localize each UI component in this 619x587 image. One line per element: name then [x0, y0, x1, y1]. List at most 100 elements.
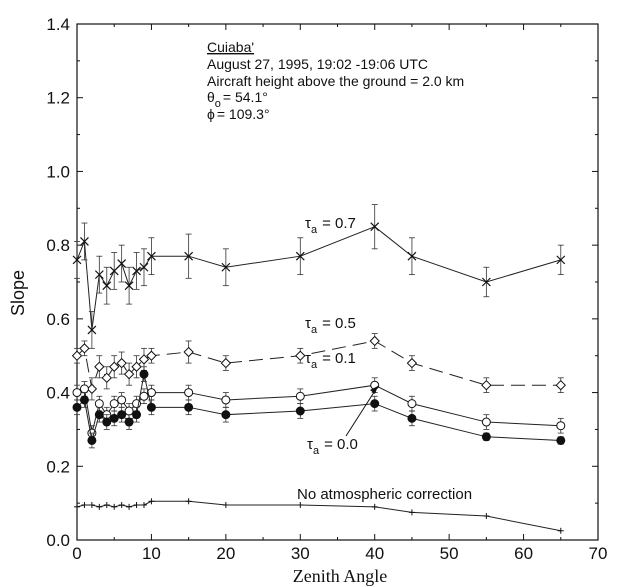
data-point — [94, 399, 104, 409]
data-point — [109, 413, 119, 423]
x-axis-ticks: 0 10 20 30 40 50 60 70 — [72, 24, 607, 563]
data-point — [81, 501, 88, 508]
data-point — [295, 350, 306, 361]
data-point — [109, 266, 119, 276]
data-point — [111, 503, 118, 510]
data-point — [103, 501, 110, 508]
data-point — [79, 343, 90, 354]
data-point — [556, 435, 566, 445]
data-point — [117, 395, 127, 405]
label-arrowhead-0.0 — [370, 386, 378, 394]
data-point — [220, 357, 232, 369]
data-point — [146, 350, 157, 361]
data-point — [371, 503, 378, 510]
data-point — [370, 222, 380, 232]
x-tick-label: 20 — [216, 544, 235, 563]
x-tick-label: 40 — [365, 544, 384, 563]
y-tick-label: 1.0 — [46, 162, 70, 181]
data-point — [124, 406, 134, 416]
data-point — [126, 503, 133, 510]
series-line — [76, 384, 561, 434]
data-point — [297, 501, 304, 508]
data-point — [146, 388, 156, 398]
data-point — [74, 503, 80, 510]
data-point — [123, 368, 135, 380]
x-tick-label: 0 — [72, 544, 81, 563]
data-point — [88, 501, 95, 508]
data-point — [483, 513, 490, 520]
data-point — [481, 277, 491, 287]
annotation-height: Aircraft height above the ground = 2.0 k… — [207, 73, 464, 89]
series-label-0.5: τa = 0.5 — [305, 315, 356, 336]
data-point — [481, 432, 491, 442]
data-point — [184, 402, 194, 412]
data-point — [133, 501, 140, 508]
data-point — [185, 498, 192, 505]
annotation-block: Cuiaba' August 27, 1995, 19:02 -19:06 UT… — [207, 39, 464, 122]
data-point — [557, 527, 564, 534]
data-point — [138, 354, 150, 365]
data-point — [80, 237, 89, 246]
data-point — [109, 399, 119, 409]
y-axis-ticks: 0.0 0.2 0.4 0.6 0.8 1.0 1.2 1.4 — [46, 15, 598, 550]
series-1 — [71, 333, 566, 401]
data-point — [555, 379, 566, 391]
data-point — [94, 361, 105, 372]
data-point — [131, 361, 142, 372]
data-point — [71, 350, 83, 361]
label-arrow-0.0 — [345, 385, 379, 437]
data-point — [222, 501, 229, 508]
data-point — [407, 399, 417, 409]
data-point — [481, 417, 491, 427]
data-point — [87, 325, 97, 335]
data-point — [87, 435, 97, 445]
data-point — [556, 255, 566, 265]
data-point — [139, 391, 149, 401]
phi-symbol: ϕ — [207, 106, 215, 122]
y-tick-label: 0.4 — [46, 384, 70, 403]
plot-frame — [76, 23, 599, 541]
data-point — [109, 361, 120, 372]
series-2 — [72, 377, 566, 441]
data-point — [102, 281, 112, 291]
data-point — [556, 421, 566, 431]
annotation-theta: θo = 54.1° — [207, 89, 268, 110]
data-point — [72, 255, 82, 265]
annotation-site: Cuiaba' — [207, 39, 254, 55]
data-point — [221, 410, 231, 420]
series-layer — [71, 204, 566, 534]
y-axis-label: Slope — [8, 270, 28, 316]
data-point — [118, 501, 125, 508]
data-point — [407, 251, 417, 261]
series-label-0.0: τa = 0.0 — [307, 385, 379, 457]
data-point — [96, 503, 103, 510]
data-point — [94, 270, 104, 280]
theta-value: = 54.1° — [223, 89, 268, 105]
data-point — [132, 266, 141, 276]
data-point — [101, 372, 112, 384]
data-point — [139, 262, 149, 272]
annotation-date: August 27, 1995, 19:02 -19:06 UTC — [207, 56, 428, 72]
data-point — [183, 346, 194, 358]
label-tau-0.7: τa = 0.7 — [305, 215, 356, 236]
y-tick-label: 0.0 — [46, 531, 70, 550]
series-3 — [72, 366, 566, 449]
data-point — [117, 259, 127, 268]
data-point — [407, 413, 417, 423]
data-point — [124, 417, 134, 427]
data-point — [117, 410, 127, 420]
label-tau-0.1: τa = 0.1 — [305, 350, 356, 371]
label-tau-0.0: τa = 0.0 — [307, 436, 358, 457]
data-point — [148, 498, 155, 505]
data-point — [221, 395, 231, 405]
theta-symbol: θ — [207, 89, 215, 105]
data-point — [116, 357, 127, 369]
x-tick-label: 70 — [589, 544, 608, 563]
y-tick-label: 0.8 — [46, 236, 70, 255]
y-tick-label: 1.2 — [46, 89, 70, 108]
data-point — [140, 501, 147, 508]
series-label-0.7: τa = 0.7 — [305, 215, 356, 236]
data-point — [221, 262, 231, 272]
annotation-phi: ϕ = 109.3° — [207, 106, 270, 122]
data-point — [102, 417, 112, 427]
